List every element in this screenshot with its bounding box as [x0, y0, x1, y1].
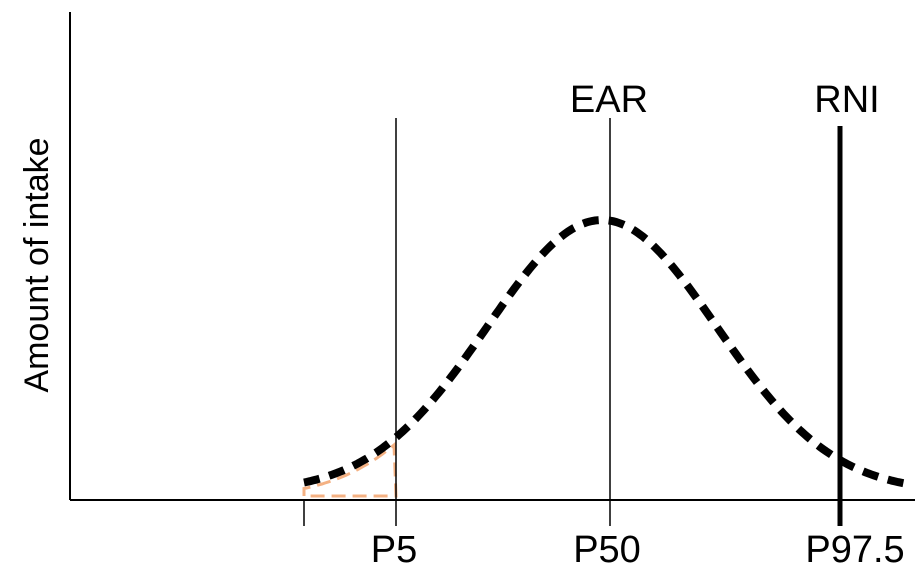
rni-label: RNI: [814, 79, 879, 121]
x-tick-label-p5: P5: [371, 529, 417, 567]
x-tick-label-p97-5: P97.5: [805, 529, 904, 567]
x-tick-label-p50: P50: [573, 529, 641, 567]
y-axis-label: Amount of intake: [18, 137, 56, 392]
distribution-curve: [303, 216, 914, 489]
shaded-tail-region: [302, 441, 398, 498]
ear-label: EAR: [570, 79, 648, 121]
